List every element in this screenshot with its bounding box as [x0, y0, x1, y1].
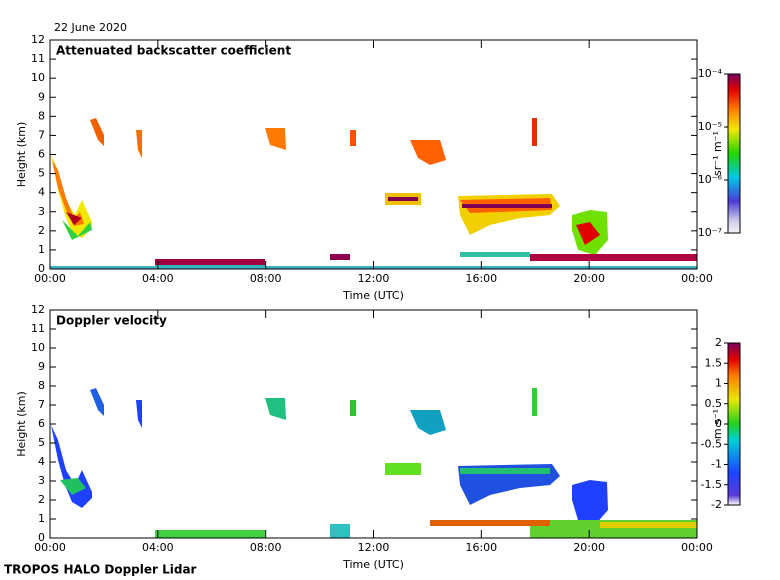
y-tick-label: 0 [38, 531, 45, 544]
x-tick-label: 08:00 [250, 541, 282, 554]
colorbar-tick-label: 0 [715, 417, 722, 430]
x-tick-label: 16:00 [465, 272, 497, 285]
colorbar-tick-label: -1 [711, 458, 722, 471]
x-tick-label: 20:00 [573, 541, 605, 554]
y-tick-label: 5 [38, 167, 45, 180]
y-tick-label: 7 [38, 398, 45, 411]
colorbar-tick-label: -2 [711, 498, 722, 511]
x-tick-label: 20:00 [573, 272, 605, 285]
colorbar-tick-label: 1 [715, 377, 722, 390]
colorbar [727, 73, 741, 234]
y-tick-label: 8 [38, 109, 45, 122]
colorbar-tick-label: -1.5 [701, 478, 722, 491]
y-tick-label: 9 [38, 360, 45, 373]
colorbar-tick-label: 10⁻⁵ [698, 120, 722, 133]
y-tick-label: 12 [31, 33, 45, 46]
y-tick-label: 7 [38, 128, 45, 141]
colorbar-tick-label: 1.5 [705, 356, 723, 369]
x-tick-label: 16:00 [465, 541, 497, 554]
y-tick-label: 3 [38, 205, 45, 218]
x-tick-label: 08:00 [250, 272, 282, 285]
y-tick-label: 3 [38, 474, 45, 487]
y-tick-label: 11 [31, 52, 45, 65]
x-tick-label: 12:00 [358, 541, 390, 554]
x-tick-label: 04:00 [142, 272, 174, 285]
panel-title: Doppler velocity [56, 314, 167, 328]
y-tick-label: 1 [38, 243, 45, 256]
x-tick-label: 12:00 [358, 272, 390, 285]
y-tick-label: 11 [31, 322, 45, 335]
y-tick-label: 4 [38, 186, 45, 199]
colorbar-label: sr⁻¹ m⁻¹ [711, 131, 724, 176]
y-tick-label: 5 [38, 436, 45, 449]
y-tick-label: 1 [38, 512, 45, 525]
x-tick-label: 00:00 [34, 541, 66, 554]
colorbar-label: m s⁻¹ [711, 409, 724, 439]
backscatter-field [50, 118, 697, 269]
y-tick-label: 6 [38, 417, 45, 430]
y-axis-label: Height (km) [15, 391, 28, 457]
y-tick-label: 9 [38, 90, 45, 103]
velocity-field [51, 388, 697, 538]
colorbar-tick-label: 0.5 [705, 397, 723, 410]
y-tick-label: 2 [38, 224, 45, 237]
y-tick-label: 0 [38, 262, 45, 275]
y-tick-label: 2 [38, 493, 45, 506]
x-tick-label: 00:00 [34, 272, 66, 285]
footer: TROPOS HALO Doppler Lidar [4, 563, 197, 577]
x-tick-label: 00:00 [681, 541, 713, 554]
colorbar-tick-label: -0.5 [701, 437, 722, 450]
y-tick-label: 4 [38, 455, 45, 468]
colorbar-tick-label: 10⁻⁷ [698, 226, 722, 239]
y-tick-label: 8 [38, 379, 45, 392]
date: 22 June 2020 [54, 21, 127, 34]
colorbar-tick-label: 10⁻⁴ [698, 67, 723, 80]
x-tick-label: 00:00 [681, 272, 713, 285]
y-tick-label: 6 [38, 148, 45, 161]
y-tick-label: 10 [31, 341, 45, 354]
colorbar [727, 342, 741, 506]
y-tick-label: 10 [31, 71, 45, 84]
x-axis-label: Time (UTC) [342, 558, 404, 571]
x-tick-label: 04:00 [142, 541, 174, 554]
y-axis-label: Height (km) [15, 122, 28, 188]
colorbar-tick-label: 10⁻⁶ [698, 173, 723, 186]
y-tick-label: 12 [31, 303, 45, 316]
colorbar-tick-label: 2 [715, 336, 722, 349]
panel-title: Attenuated backscatter coefficient [56, 44, 291, 58]
x-axis-label: Time (UTC) [342, 289, 404, 302]
